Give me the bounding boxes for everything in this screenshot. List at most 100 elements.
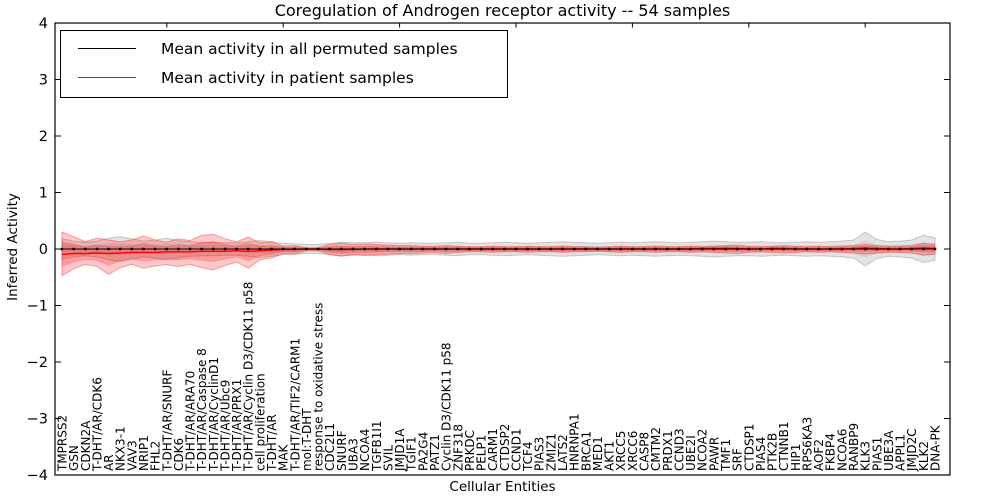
y-tick-label: −4 [27, 468, 48, 484]
permuted-mean-marker [759, 247, 762, 251]
permuted-mean-marker [351, 247, 355, 251]
x-category-label: PRDX1 [661, 430, 675, 471]
permuted-mean-marker [852, 247, 855, 251]
x-category-label: CCND1 [509, 428, 523, 471]
y-axis-label: Inferred Activity [5, 193, 21, 301]
y-tick-label: −3 [27, 412, 48, 428]
x-category-label: TGIF1 [405, 436, 419, 472]
x-category-label: NCOA6 [835, 429, 849, 471]
x-category-label: T-DHT/AR/PRX1 [230, 379, 244, 472]
permuted-mean-marker [328, 247, 332, 251]
permuted-mean-marker [724, 247, 727, 251]
permuted-mean-marker [526, 247, 529, 251]
permuted-mean-marker [747, 247, 751, 251]
x-category-label: HIP1 [789, 444, 803, 471]
x-category-label: PTK2B [766, 433, 780, 471]
x-category-label: NKX3-1 [114, 426, 128, 471]
permuted-mean-marker [537, 247, 541, 251]
x-category-label: T-DHT/AR/Cyclin D3/CDK11 p58 [242, 282, 256, 472]
x-category-label: NCOA2 [696, 429, 710, 471]
permuted-mean-marker [281, 247, 285, 251]
x-category-label: CTDSP2 [498, 424, 512, 471]
permuted-mean-marker [479, 247, 483, 251]
permuted-mean-marker [72, 247, 75, 251]
x-category-label: CDK6 [172, 438, 186, 471]
permuted-mean-marker [561, 247, 564, 251]
permuted-mean-marker [898, 247, 902, 251]
permuted-mean-marker [782, 247, 786, 251]
permuted-mean-marker [130, 247, 134, 251]
x-category-label: FKBP4 [824, 433, 838, 471]
permuted-mean-marker [665, 247, 669, 251]
chart-title: Coregulation of Androgen receptor activi… [274, 1, 731, 20]
permuted-mean-marker [235, 247, 239, 251]
permuted-mean-marker [270, 247, 273, 251]
x-category-label: T-DHT/AR/SNURF [160, 370, 174, 473]
x-category-label: PA2G4 [416, 432, 430, 471]
x-category-label: JMJD1A [393, 428, 407, 472]
permuted-mean-marker [363, 247, 366, 251]
x-category-label: RPS6KA3 [800, 417, 814, 471]
permuted-mean-marker [572, 247, 576, 251]
x-category-label: APPL1 [894, 434, 908, 471]
permuted-mean-marker [305, 247, 308, 251]
x-category-label: MED1 [591, 436, 605, 471]
y-tick-label: 0 [39, 242, 48, 258]
x-category-label: PATZ1 [428, 434, 442, 471]
x-category-label: PIAS4 [754, 437, 768, 471]
patient-line-swatch [78, 77, 136, 78]
x-category-label: TMPRSS2 [56, 415, 70, 472]
permuted-line-swatch [78, 48, 136, 49]
x-category-label: T-DHT/AR/CDK6 [90, 377, 104, 472]
x-category-label: CTDSP1 [742, 424, 756, 471]
x-category-label: TGFB1I1 [370, 420, 384, 472]
permuted-mean-marker [374, 247, 378, 251]
permuted-mean-marker [107, 247, 110, 251]
permuted-mean-marker [468, 247, 471, 251]
permuted-mean-marker [398, 247, 401, 251]
x-category-label: CDKN2A [79, 420, 93, 471]
x-category-label: XRCC5 [614, 431, 628, 471]
permuted-mean-marker [689, 247, 692, 251]
x-category-label: UBE3A [882, 430, 896, 471]
x-category-label: mol:T-DHT [300, 408, 314, 471]
y-tick-label: 2 [39, 129, 48, 145]
permuted-mean-marker [677, 247, 681, 251]
permuted-mean-marker [118, 247, 122, 251]
permuted-mean-marker [386, 247, 390, 251]
legend-label-patient: Mean activity in patient samples [161, 68, 414, 87]
permuted-mean-marker [910, 247, 914, 251]
permuted-mean-marker [211, 247, 215, 251]
x-category-label: TCF4 [521, 441, 535, 472]
x-category-label: CARM1 [486, 428, 500, 471]
legend-label-permuted: Mean activity in all permuted samples [161, 39, 458, 58]
permuted-mean-marker [340, 247, 343, 251]
permuted-mean-marker [642, 247, 646, 251]
legend-item-permuted: Mean activity in all permuted samples [61, 34, 507, 63]
x-category-label: XRCC6 [626, 431, 640, 471]
permuted-mean-marker [177, 247, 180, 251]
x-category-label: TMF1 [719, 439, 733, 472]
permuted-mean-marker [444, 247, 448, 251]
x-category-label: DNA-PK [929, 424, 943, 471]
x-category-label: CASP8 [638, 432, 652, 471]
permuted-mean-marker [188, 247, 192, 251]
x-category-label: KLK2 [917, 441, 931, 471]
permuted-mean-marker [887, 247, 890, 251]
permuted-mean-marker [584, 247, 588, 251]
permuted-mean-marker [607, 247, 611, 251]
permuted-mean-marker [875, 247, 879, 251]
x-category-label: SVIL [381, 445, 395, 471]
x-category-label: HNRNPA1 [568, 413, 582, 471]
permuted-mean-marker [840, 247, 844, 251]
x-category-label: JMJD2C [905, 428, 919, 472]
x-category-label: T-DHT/AR/TIF2/CARM1 [288, 338, 302, 472]
permuted-mean-marker [735, 247, 739, 251]
permuted-mean-marker [200, 247, 204, 251]
x-category-label: KLK3 [859, 441, 873, 471]
x-category-label: PIAS3 [533, 437, 547, 471]
x-category-label: T-DHT/AR/CyclinD1 [207, 357, 221, 472]
x-category-label: T-DHT/AR/Ubc9 [218, 380, 232, 472]
x-category-label: SRF [731, 448, 745, 471]
